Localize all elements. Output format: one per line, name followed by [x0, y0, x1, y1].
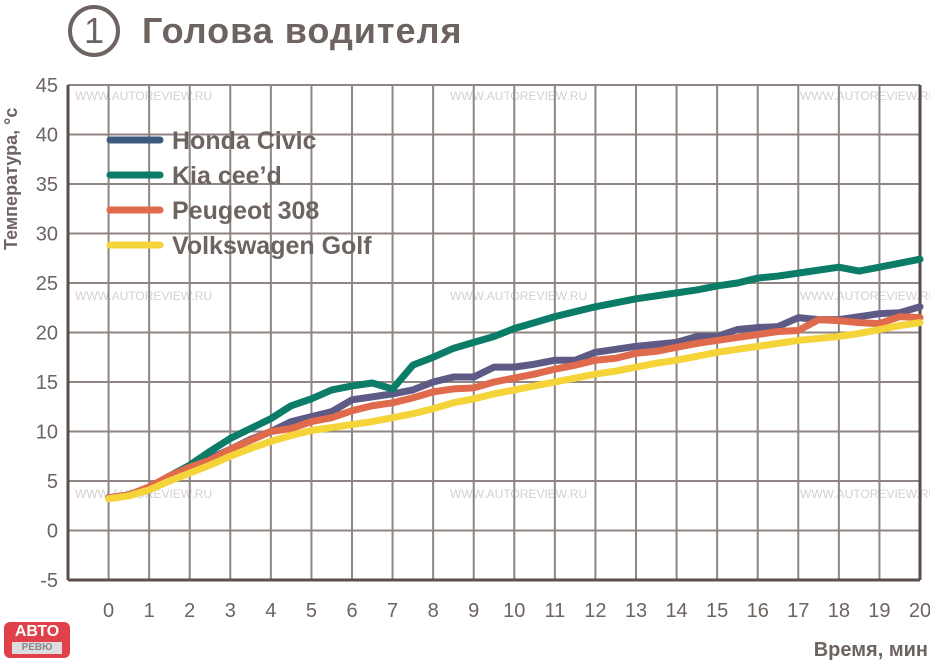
x-tick-label: 6	[346, 600, 357, 622]
series-line-kia-cee-d	[105, 255, 924, 502]
logo-top: АВТО	[14, 623, 60, 640]
series-line-volkswagen-golf	[105, 319, 924, 503]
y-tick-label: 15	[36, 372, 58, 394]
watermark: WWW.AUTOREVIEW.RU	[450, 289, 587, 303]
x-tick-label: 2	[184, 600, 195, 622]
x-tick-label: 13	[625, 600, 647, 622]
x-tick-label: 4	[265, 600, 276, 622]
x-tick-label: 17	[787, 600, 809, 622]
x-tick-label: 19	[868, 600, 890, 622]
x-tick-label: 11	[544, 600, 565, 622]
legend-label: Peugeot 308	[172, 197, 319, 225]
y-tick-label: 5	[47, 471, 58, 493]
y-tick-label: 0	[47, 521, 58, 543]
legend-label: Kia cee’d	[172, 162, 282, 190]
watermark: WWW.AUTOREVIEW.RU	[75, 89, 212, 103]
y-tick-label: 35	[36, 174, 58, 196]
y-tick-label: 20	[36, 323, 58, 345]
x-tick-label: 5	[306, 600, 317, 622]
legend-label: Honda Civic	[172, 127, 317, 155]
y-axis-label: Температура, °с	[1, 108, 21, 250]
legend-label: Volkswagen Golf	[172, 232, 372, 260]
watermark: WWW.AUTOREVIEW.RU	[450, 487, 587, 501]
y-tick-label: -5	[40, 570, 58, 592]
chart-number: 1	[68, 5, 120, 57]
y-tick-label: 10	[36, 422, 58, 444]
y-tick-label: 25	[36, 273, 58, 295]
watermark: WWW.AUTOREVIEW.RU	[75, 289, 212, 303]
x-axis-label: Время, мин	[814, 639, 928, 661]
x-tick-label: 1	[144, 600, 155, 622]
chart-title: 1 Голова водителя	[68, 5, 462, 57]
y-tick-label: 45	[36, 75, 58, 97]
x-tick-label: 10	[503, 600, 525, 622]
x-tick-label: 18	[828, 600, 850, 622]
y-tick-label: 30	[36, 224, 58, 246]
x-tick-label: 14	[665, 600, 687, 622]
x-tick-label: 8	[428, 600, 439, 622]
watermark: WWW.AUTOREVIEW.RU	[800, 289, 930, 303]
series-line-peugeot-308	[105, 313, 924, 502]
x-tick-label: 3	[225, 600, 236, 622]
autoreview-logo: АВТО РЕВЮ	[4, 622, 70, 658]
x-tick-label: 0	[103, 600, 114, 622]
chart-title-text: Голова водителя	[142, 10, 463, 51]
x-tick-label: 12	[584, 600, 606, 622]
logo-bottom: РЕВЮ	[12, 642, 62, 654]
watermark: WWW.AUTOREVIEW.RU	[800, 487, 930, 501]
watermark: WWW.AUTOREVIEW.RU	[800, 89, 930, 103]
x-tick-label: 20	[909, 600, 930, 622]
x-tick-label: 16	[747, 600, 769, 622]
x-tick-label: 15	[706, 600, 728, 622]
x-tick-label: 7	[387, 600, 398, 622]
x-tick-label: 9	[468, 600, 479, 622]
watermark: WWW.AUTOREVIEW.RU	[450, 89, 587, 103]
y-tick-label: 40	[36, 125, 58, 147]
